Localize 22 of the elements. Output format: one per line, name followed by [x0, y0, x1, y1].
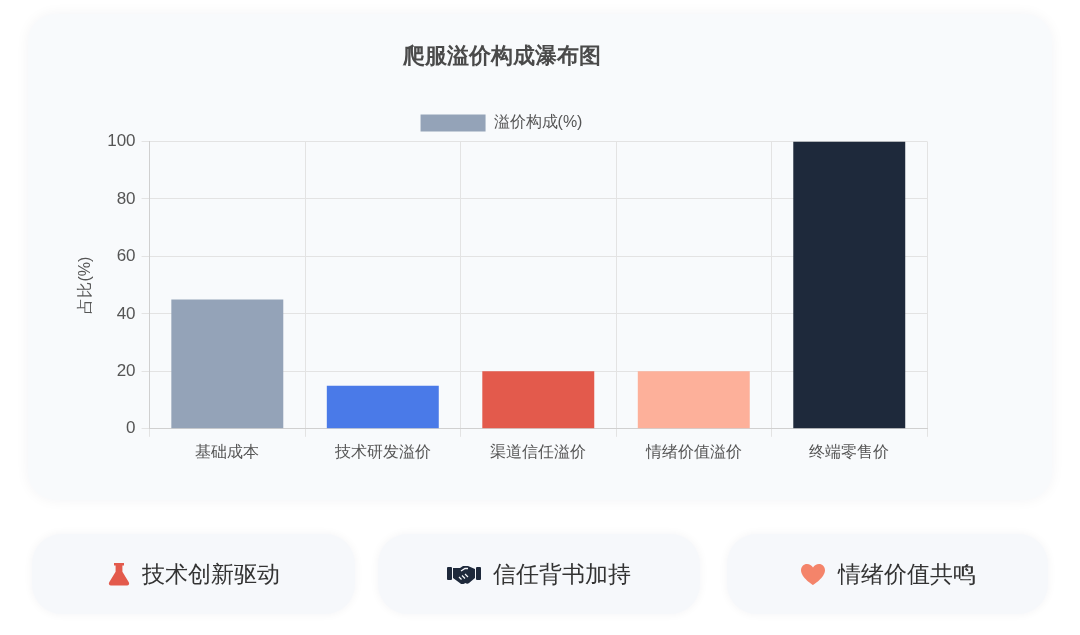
x-tick-label: 技术研发溢价 — [333, 442, 431, 460]
y-tick-label: 80 — [116, 188, 136, 208]
x-tick-label: 终端零售价 — [809, 442, 890, 460]
legend-label: 溢价构成(%) — [493, 113, 583, 131]
y-tick-label: 0 — [126, 418, 136, 438]
x-tick-label: 基础成本 — [195, 442, 260, 460]
y-tick-label: 60 — [116, 246, 136, 266]
bar — [326, 385, 439, 429]
text: 信任背书加持 — [493, 559, 631, 589]
chart-title: 爬服溢价构成瀑布图 — [401, 43, 601, 69]
text: 情绪价值共鸣 — [837, 559, 976, 589]
x-tick-label: 情绪价值溢价 — [644, 442, 742, 460]
y-tick-label: 40 — [116, 303, 136, 323]
bar — [171, 299, 284, 429]
bar — [793, 141, 906, 429]
bar — [482, 371, 595, 429]
y-axis-title: 占比(%) — [76, 256, 94, 314]
y-tick-label: 100 — [107, 131, 136, 151]
x-tick-label: 渠道信任溢价 — [490, 442, 587, 460]
y-tick-label: 20 — [116, 361, 136, 381]
text: 技术创新驱动 — [141, 559, 280, 589]
bar — [637, 371, 750, 429]
